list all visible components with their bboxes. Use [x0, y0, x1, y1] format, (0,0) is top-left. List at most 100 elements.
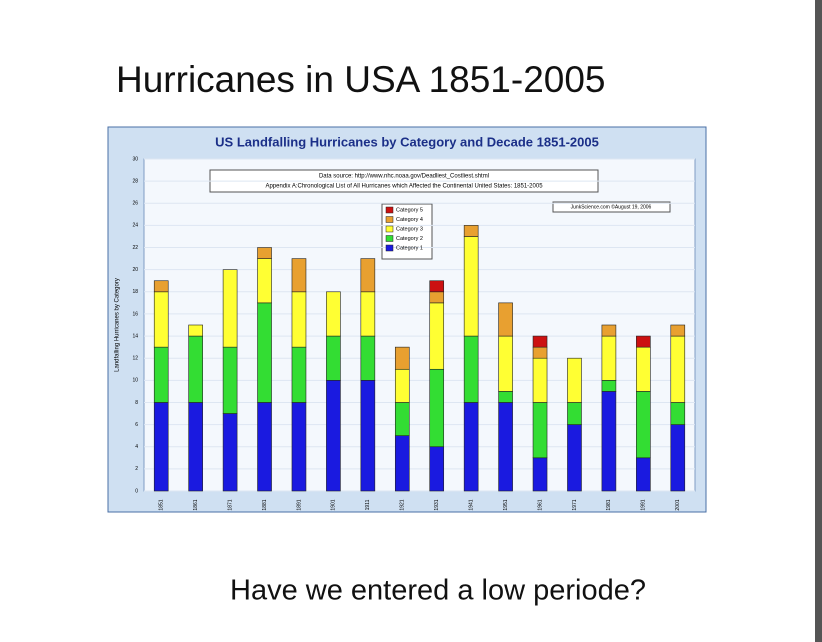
y-tick-label: 6	[135, 422, 138, 428]
bar-segment	[188, 335, 203, 403]
bar-segment	[601, 380, 617, 392]
bar-segment	[291, 291, 307, 348]
bar-segment	[257, 247, 272, 259]
bar-segment	[153, 291, 169, 348]
bar-segment	[463, 236, 479, 337]
bar-segment	[636, 346, 651, 392]
bar-segment	[532, 335, 548, 348]
bar-segment	[463, 225, 479, 237]
bar-segment	[429, 280, 445, 293]
bar-segment	[463, 335, 479, 403]
bar-segment	[222, 413, 238, 492]
x-tick-label: 1951	[503, 499, 509, 510]
legend-swatch	[385, 225, 394, 233]
y-tick-label: 2	[135, 466, 138, 472]
bar-segment	[153, 346, 169, 403]
bar-segment	[257, 402, 272, 492]
bar-segment	[670, 402, 686, 425]
bar-segment	[498, 335, 513, 392]
bar-segment	[498, 302, 513, 337]
y-tick-label: 26	[132, 201, 138, 207]
legend-swatch	[385, 206, 394, 214]
y-tick-label: 14	[132, 333, 138, 339]
bar-segment	[153, 280, 169, 293]
bar-segment	[532, 357, 548, 403]
legend-label: Category 2	[396, 236, 423, 242]
x-tick-label: 1941	[468, 499, 474, 510]
bar-segment	[670, 335, 686, 403]
legend-swatch	[385, 244, 394, 252]
bar-segment	[532, 457, 548, 492]
y-tick-label: 30	[132, 156, 138, 162]
bar-segment	[636, 457, 651, 492]
bar-segment	[601, 335, 617, 381]
bar-segment	[429, 291, 445, 304]
bar-segment	[188, 324, 203, 337]
legend-label: Category 3	[396, 226, 423, 232]
x-tick-label: 1961	[537, 499, 543, 510]
legend-label: Category 1	[396, 245, 423, 251]
bar-segment	[222, 269, 238, 348]
x-tick-label: 1971	[572, 499, 578, 510]
bar-segment	[429, 446, 445, 492]
x-tick-label: 1851	[159, 499, 165, 510]
bar-segment	[532, 402, 548, 459]
slide-footer: Have we entered a low periode?	[230, 575, 646, 607]
x-tick-label: 1921	[400, 499, 406, 510]
bar-segment	[567, 424, 582, 492]
y-tick-label: 0	[135, 488, 138, 494]
bar-segment	[188, 402, 203, 492]
bar-segment	[567, 357, 582, 403]
bar-segment	[532, 346, 548, 359]
bar-segment	[670, 424, 686, 492]
bar-segment	[360, 258, 376, 293]
legend-swatch	[385, 235, 394, 242]
y-tick-label: 20	[132, 267, 138, 273]
bar-segment	[360, 335, 376, 381]
y-tick-label: 12	[132, 356, 138, 362]
bar-segment	[394, 368, 410, 403]
x-tick-label: 1871	[227, 499, 233, 510]
y-axis-label: Landfalling Hurricanes by Category	[115, 278, 121, 372]
y-tick-label: 16	[132, 311, 138, 317]
bar-segment	[394, 346, 410, 370]
bar-segment	[326, 291, 341, 337]
y-tick-label: 18	[132, 289, 138, 295]
edge	[815, 0, 822, 642]
bar-segment	[360, 291, 376, 337]
bar-segment	[394, 402, 410, 436]
bar-segment	[498, 402, 513, 492]
y-tick-label: 10	[132, 378, 138, 384]
legend-label: Category 4	[396, 217, 423, 223]
bar-segment	[257, 302, 272, 403]
credit-box	[552, 201, 671, 213]
bar-segment	[394, 435, 410, 492]
slide-title: Hurricanes in USA 1851-2005	[116, 59, 606, 100]
x-tick-label: 1881	[262, 499, 268, 510]
x-tick-label: 1991	[641, 499, 647, 510]
y-tick-label: 8	[135, 400, 138, 406]
x-tick-label: 1891	[296, 499, 302, 510]
bar-segment	[291, 402, 307, 492]
bar-segment	[601, 391, 617, 492]
x-tick-label: 1911	[365, 499, 371, 510]
y-tick-label: 28	[132, 178, 138, 184]
source-line: Appendix A:Chronological List of All Hur…	[265, 184, 543, 190]
chart-title: US Landfalling Hurricanes by Category an…	[215, 134, 599, 149]
bar-segment	[326, 335, 341, 381]
x-tick-label: 1861	[193, 499, 199, 510]
bar-segment	[360, 380, 376, 492]
bar-segment	[153, 402, 169, 492]
bar-segment	[636, 391, 651, 459]
bar-segment	[463, 402, 479, 492]
bar-segment	[429, 368, 445, 448]
bar-segment	[636, 335, 651, 348]
y-tick-label: 22	[132, 245, 138, 251]
bar-segment	[601, 324, 617, 337]
bar-segment	[257, 258, 272, 304]
legend-swatch	[385, 216, 394, 223]
legend-label: Category 5	[396, 207, 423, 213]
x-tick-label: 1931	[434, 499, 440, 510]
